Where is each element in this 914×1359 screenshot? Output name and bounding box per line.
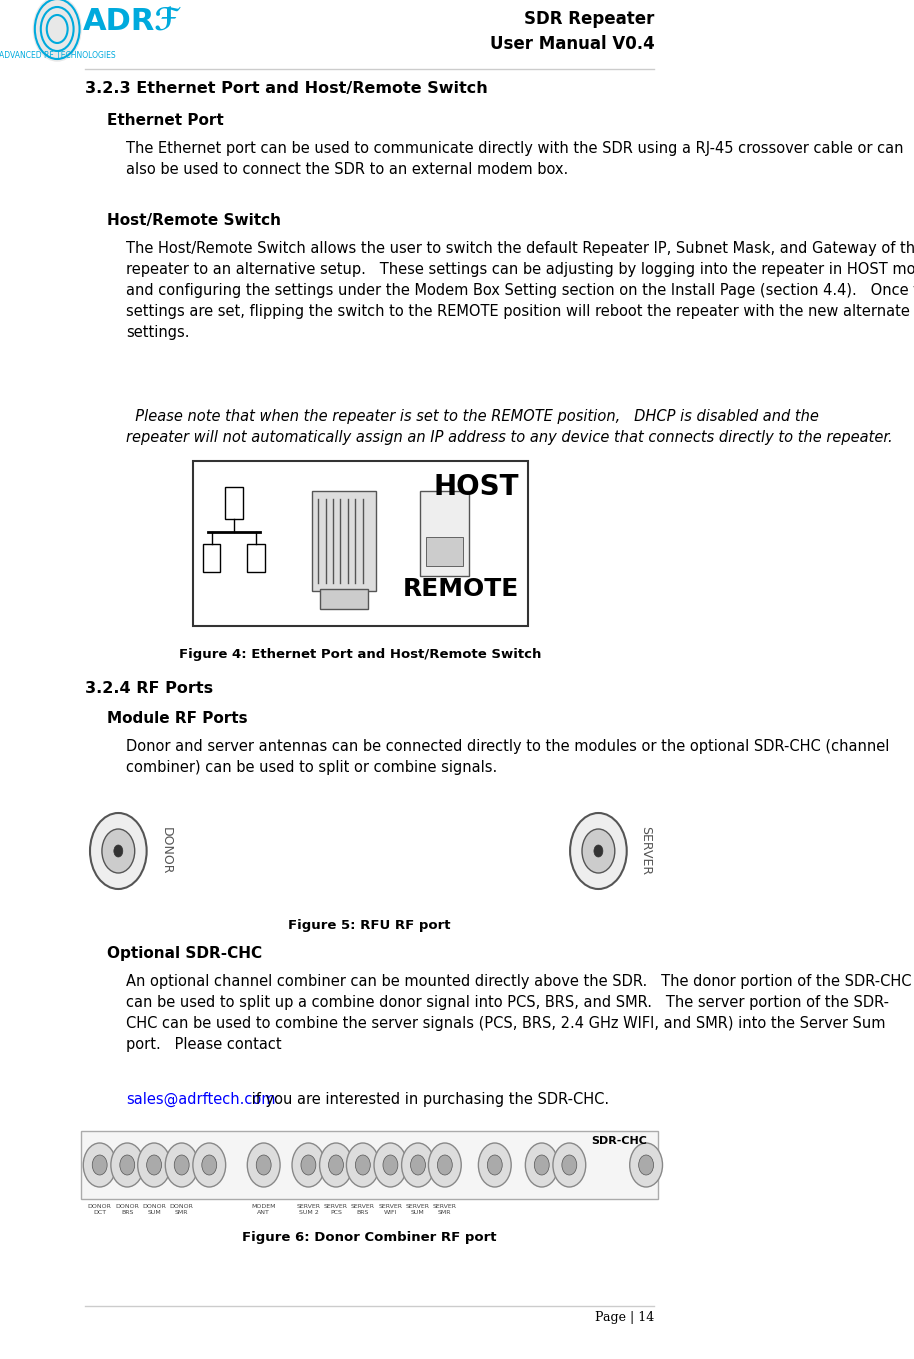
Circle shape [33, 0, 81, 61]
Text: DONOR: DONOR [159, 828, 173, 875]
Circle shape [487, 1155, 502, 1176]
Circle shape [346, 1143, 379, 1186]
Circle shape [92, 1155, 107, 1176]
Text: Donor and server antennas can be connected directly to the modules or the option: Donor and server antennas can be connect… [126, 739, 889, 775]
Circle shape [256, 1155, 271, 1176]
Text: 3.2.4 RF Ports: 3.2.4 RF Ports [85, 681, 213, 696]
Text: ADRℱ: ADRℱ [82, 8, 179, 37]
Circle shape [146, 1155, 162, 1176]
Text: DONOR
SUM: DONOR SUM [143, 1204, 166, 1215]
Text: DONOR
DCT: DONOR DCT [88, 1204, 112, 1215]
Text: Figure 4: Ethernet Port and Host/Remote Switch: Figure 4: Ethernet Port and Host/Remote … [179, 648, 542, 660]
Text: SERVER
SMR: SERVER SMR [433, 1204, 457, 1215]
Circle shape [292, 1143, 324, 1186]
Circle shape [562, 1155, 577, 1176]
Circle shape [193, 1143, 226, 1186]
Circle shape [401, 1143, 434, 1186]
Circle shape [202, 1155, 217, 1176]
Circle shape [639, 1155, 654, 1176]
Circle shape [90, 813, 146, 889]
Circle shape [383, 1155, 398, 1176]
Text: Figure 5: RFU RF port: Figure 5: RFU RF port [288, 919, 451, 932]
Text: SERVER: SERVER [640, 826, 653, 875]
Circle shape [410, 1155, 425, 1176]
Text: MODEM
ANT: MODEM ANT [251, 1204, 276, 1215]
Circle shape [301, 1155, 316, 1176]
Circle shape [630, 1143, 663, 1186]
Text: The Ethernet port can be used to communicate directly with the SDR using a RJ-45: The Ethernet port can be used to communi… [126, 141, 903, 177]
Text: REMOTE: REMOTE [403, 578, 519, 601]
Bar [225, 487, 243, 519]
Circle shape [138, 1143, 171, 1186]
Text: ADVANCED RF TECHNOLOGIES: ADVANCED RF TECHNOLOGIES [0, 52, 115, 61]
Circle shape [83, 1143, 116, 1186]
Text: The Host/Remote Switch allows the user to switch the default Repeater IP, Subnet: The Host/Remote Switch allows the user t… [126, 241, 914, 340]
Text: Figure 6: Donor Combiner RF port: Figure 6: Donor Combiner RF port [242, 1231, 497, 1243]
Circle shape [374, 1143, 407, 1186]
Circle shape [429, 1143, 462, 1186]
Text: User Manual V0.4: User Manual V0.4 [490, 35, 654, 53]
Bar [203, 544, 220, 572]
FancyBboxPatch shape [81, 1131, 658, 1199]
Text: Module RF Ports: Module RF Ports [107, 711, 248, 726]
Bar [420, 491, 469, 576]
Text: SDR Repeater: SDR Repeater [524, 10, 654, 29]
Text: An optional channel combiner can be mounted directly above the SDR.   The donor : An optional channel combiner can be moun… [126, 974, 911, 1052]
Circle shape [328, 1155, 344, 1176]
Text: DONOR
SMR: DONOR SMR [170, 1204, 194, 1215]
Circle shape [594, 845, 603, 858]
Circle shape [175, 1155, 189, 1176]
Circle shape [111, 1143, 143, 1186]
Text: Optional SDR-CHC: Optional SDR-CHC [107, 946, 262, 961]
FancyBboxPatch shape [193, 461, 528, 626]
Text: SDR-CHC: SDR-CHC [591, 1136, 647, 1146]
Circle shape [582, 829, 615, 872]
Text: HOST: HOST [434, 473, 519, 501]
Text: Ethernet Port: Ethernet Port [107, 113, 224, 128]
Circle shape [114, 845, 122, 858]
Bar [320, 588, 368, 609]
Text: if you are interested in purchasing the SDR-CHC.: if you are interested in purchasing the … [247, 1093, 609, 1108]
Circle shape [478, 1143, 511, 1186]
Bar [313, 491, 376, 591]
Circle shape [535, 1155, 549, 1176]
Text: SERVER
WIFI: SERVER WIFI [378, 1204, 402, 1215]
Circle shape [248, 1143, 280, 1186]
Circle shape [526, 1143, 558, 1186]
Text: Host/Remote Switch: Host/Remote Switch [107, 213, 282, 228]
Circle shape [438, 1155, 452, 1176]
Text: Page | 14: Page | 14 [595, 1311, 654, 1324]
Text: SERVER
BRS: SERVER BRS [351, 1204, 375, 1215]
Circle shape [570, 813, 627, 889]
Circle shape [320, 1143, 353, 1186]
Text: SERVER
SUM: SERVER SUM [406, 1204, 430, 1215]
Text: Please note that when the repeater is set to the REMOTE position,   DHCP is disa: Please note that when the repeater is se… [126, 409, 892, 444]
Circle shape [553, 1143, 586, 1186]
Circle shape [120, 1155, 134, 1176]
Text: sales@adrftech.com: sales@adrftech.com [126, 1093, 275, 1108]
Text: SERVER
SUM 2: SERVER SUM 2 [296, 1204, 321, 1215]
Text: SERVER
PCS: SERVER PCS [324, 1204, 348, 1215]
Text: 3.2.3 Ethernet Port and Host/Remote Switch: 3.2.3 Ethernet Port and Host/Remote Swit… [85, 82, 487, 96]
Circle shape [165, 1143, 198, 1186]
Bar [248, 544, 265, 572]
Circle shape [102, 829, 134, 872]
Circle shape [356, 1155, 370, 1176]
Bar [426, 537, 462, 565]
Text: DONOR
BRS: DONOR BRS [115, 1204, 139, 1215]
